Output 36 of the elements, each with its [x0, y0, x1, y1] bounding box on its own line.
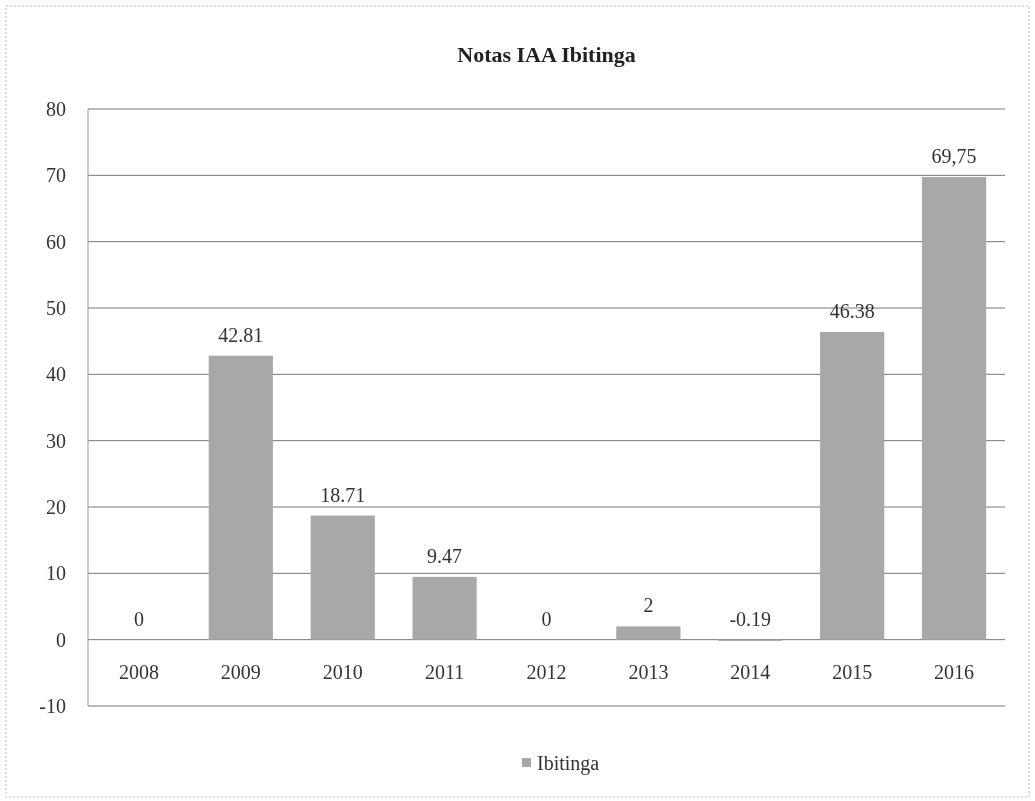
data-label: 46.38 — [829, 300, 875, 323]
data-label: 18.71 — [320, 483, 366, 506]
x-tick-label: 2010 — [322, 660, 363, 683]
x-tick-label: 2009 — [220, 660, 261, 683]
bar — [921, 176, 987, 640]
bar — [820, 332, 885, 640]
x-tick-label: 2013 — [628, 660, 669, 683]
data-label: 2 — [643, 594, 654, 617]
y-tick-label: 60 — [46, 230, 66, 253]
data-label: -0.19 — [729, 607, 772, 630]
x-tick-label: 2008 — [118, 660, 159, 683]
y-tick-label: 80 — [46, 98, 66, 120]
x-tick-label: 2011 — [424, 660, 465, 683]
legend-label: Ibitinga — [537, 752, 600, 775]
data-label: 42.81 — [218, 323, 264, 346]
data-label: 69,75 — [931, 144, 977, 167]
data-label: 0 — [133, 607, 144, 630]
y-tick-label: 50 — [46, 297, 66, 319]
bar — [208, 355, 273, 640]
chart-title: Notas IAA Ibitinga — [457, 42, 636, 67]
y-tick-label: 70 — [46, 164, 66, 187]
x-tick-label: 2016 — [934, 660, 975, 683]
data-label: 9.47 — [427, 544, 463, 567]
x-tick-label: 2014 — [730, 660, 771, 683]
y-tick-label: 10 — [46, 562, 66, 585]
y-tick-label: 0 — [56, 628, 66, 651]
bar — [616, 626, 681, 640]
y-tick-label: 40 — [46, 363, 66, 386]
bar — [310, 515, 375, 640]
y-tick-label: 30 — [46, 429, 66, 452]
y-tick-label: 20 — [46, 496, 66, 518]
bar — [412, 576, 477, 640]
x-tick-label: 2012 — [526, 660, 567, 683]
x-tick-label: 2015 — [832, 660, 873, 683]
data-label: 0 — [541, 607, 552, 630]
y-tick-label: -10 — [39, 695, 66, 717]
